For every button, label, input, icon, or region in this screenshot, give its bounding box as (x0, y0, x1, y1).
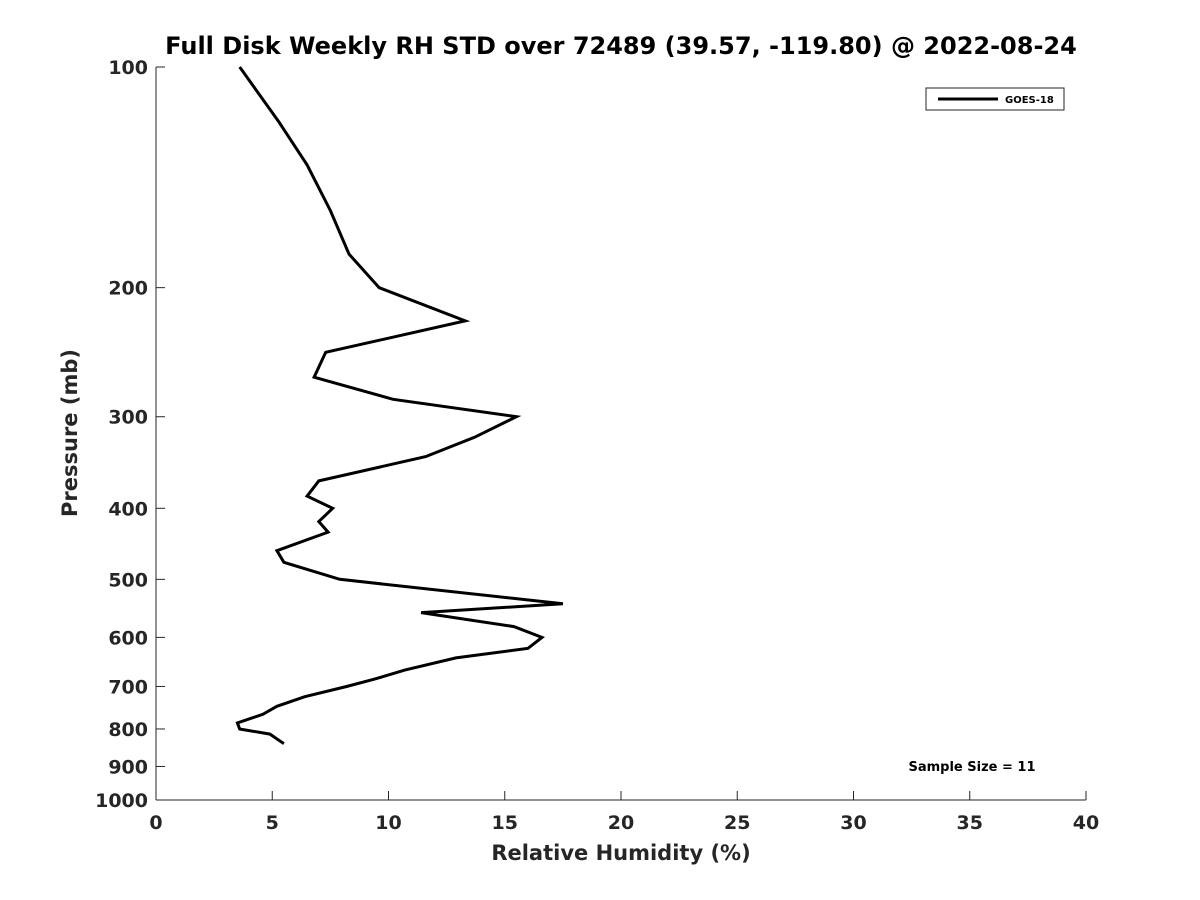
x-tick-label: 20 (608, 812, 634, 834)
x-tick-label: 25 (724, 812, 750, 834)
x-tick-label: 40 (1073, 812, 1099, 834)
legend-label-goes-18: GOES-18 (1005, 95, 1054, 106)
y-tick-label: 200 (108, 278, 148, 300)
x-axis-label: Relative Humidity (%) (491, 841, 750, 865)
x-tick-label: 15 (492, 812, 518, 834)
x-tick-label: 5 (266, 812, 279, 834)
x-tick-label: 10 (375, 812, 401, 834)
y-tick-label: 1000 (95, 790, 148, 812)
y-tick-label: 700 (108, 676, 148, 698)
y-tick-label: 600 (108, 627, 148, 649)
y-tick-label: 400 (108, 498, 148, 520)
legend: GOES-18 (925, 87, 1065, 111)
x-tick-label: 0 (149, 812, 162, 834)
y-axis-label: Pressure (mb) (58, 349, 82, 517)
sample-size-annotation: Sample Size = 11 (908, 760, 1035, 775)
x-tick-label: 35 (957, 812, 983, 834)
y-tick-label: 500 (108, 569, 148, 591)
x-tick-label: 30 (840, 812, 866, 834)
x-ticks: 0 5 10 15 20 25 30 35 40 (149, 791, 1099, 834)
y-ticks: 100 200 300 400 500 600 700 800 900 1000 (95, 57, 165, 812)
series-layer (235, 66, 564, 745)
axes: 0 5 10 15 20 25 30 35 40 100 200 300 400 500 600 700 80… (95, 57, 1099, 834)
y-tick-label: 100 (108, 57, 148, 79)
y-tick-label: 800 (108, 719, 148, 741)
series-line-goes-18 (235, 66, 564, 745)
chart-title: Full Disk Weekly RH STD over 72489 (39.5… (165, 32, 1077, 60)
y-tick-label: 300 (108, 407, 148, 429)
y-tick-label: 900 (108, 756, 148, 778)
